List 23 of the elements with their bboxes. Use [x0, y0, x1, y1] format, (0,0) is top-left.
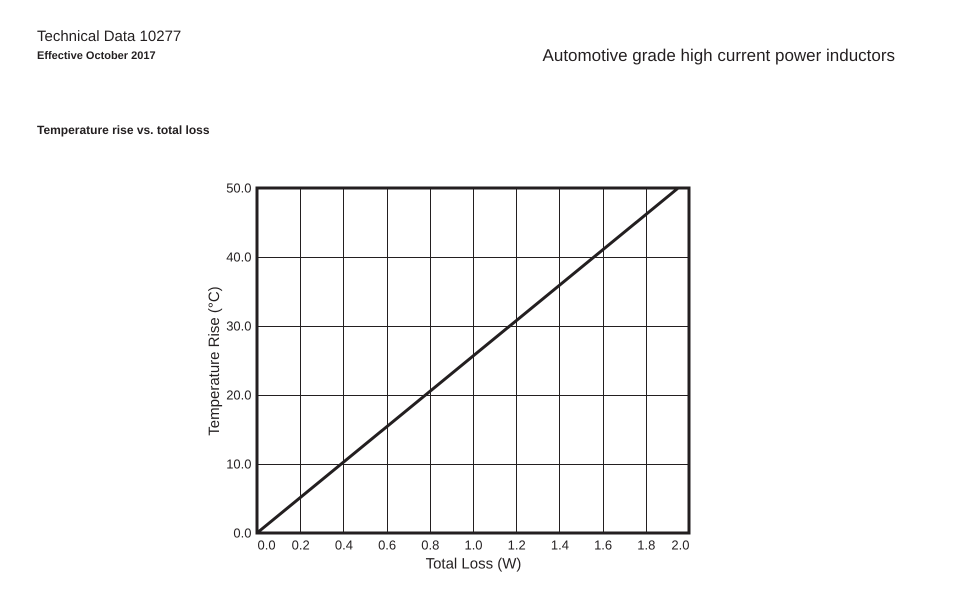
y-tick-label: 30.0 — [226, 318, 252, 334]
text: Temperature rise vs. total loss — [37, 123, 210, 137]
text: Automotive grade high current power inductors — [542, 46, 895, 65]
y-axis-title: Temperature Rise (°C) — [206, 286, 224, 436]
x-tick-label: 2.0 — [671, 538, 690, 552]
x-tick-label: 0.2 — [292, 538, 310, 552]
x-tick-label: 0.6 — [378, 538, 396, 552]
text: Technical Data 10277 — [37, 28, 182, 45]
x-tick-label: 0.8 — [421, 538, 440, 552]
text: Effective October 2017 — [37, 50, 156, 62]
y-tick-label: 10.0 — [226, 456, 252, 472]
y-tick-label: 40.0 — [226, 250, 252, 264]
x-tick-label: 0.0 — [258, 538, 276, 552]
x-tick-label: 1.6 — [594, 538, 612, 552]
y-tick-label: 20.0 — [226, 388, 252, 402]
y-tick-label: 0.0 — [233, 526, 252, 540]
x-axis-title: Total Loss (W) — [426, 556, 522, 572]
y-tick-label: 50.0 — [226, 180, 252, 196]
x-tick-label: 1.4 — [550, 538, 569, 552]
x-tick-label: 1.0 — [464, 538, 483, 552]
x-tick-label: 1.8 — [637, 538, 656, 552]
x-tick-label: 0.4 — [334, 538, 353, 552]
x-tick-label: 1.2 — [508, 538, 526, 552]
